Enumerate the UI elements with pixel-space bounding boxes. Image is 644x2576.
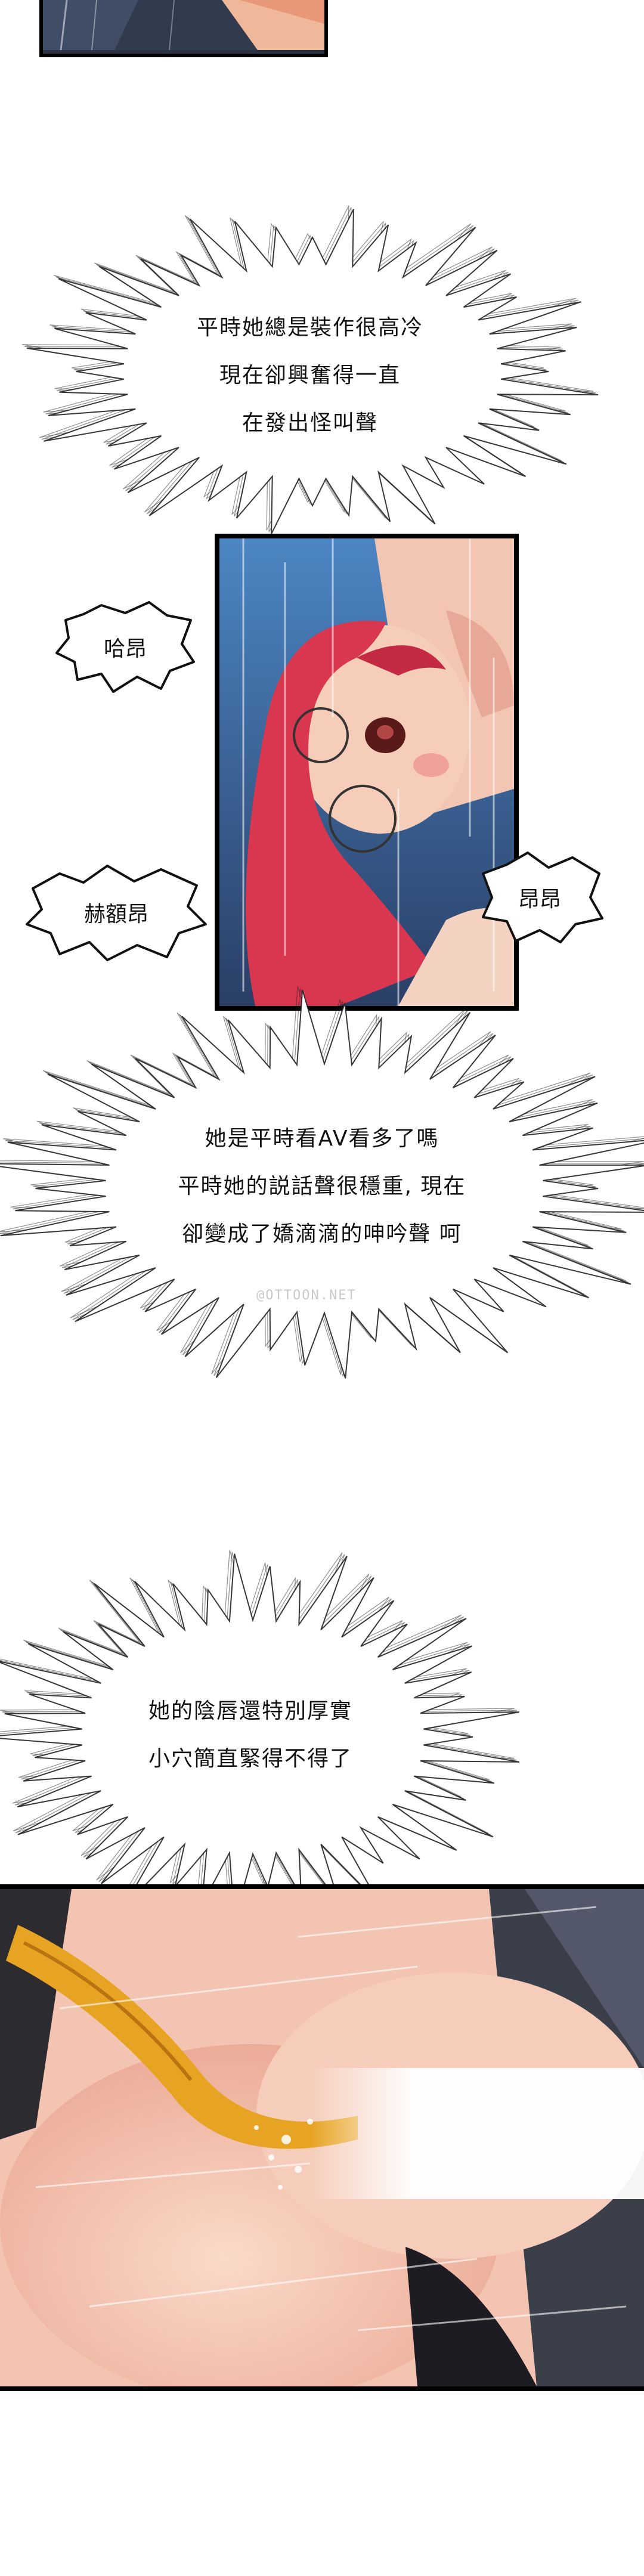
caption-3-line-1: 她的陰唇還特別厚實 (148, 1699, 352, 1723)
spiky-bubble-1 (21, 205, 599, 534)
burst-outline (0, 989, 644, 1379)
sfx-text-right: 昂昂 (518, 887, 561, 912)
sfx-text-left-bottom: 赫額昂 (83, 902, 148, 927)
sfx-bubble-left-bottom (26, 865, 207, 961)
caption-2-line-2: 平時她的説話聲很穩重, 現在 (178, 1174, 466, 1199)
sfx-bubble-right (482, 852, 603, 943)
panel-top (39, 0, 328, 57)
caption-1-line-2: 現在卻興奮得一直 (219, 363, 401, 388)
sfx-bubble-left-top (55, 601, 195, 693)
burst-outline (26, 209, 599, 534)
watermark: @OTTOON.NET (256, 1288, 357, 1303)
caption-2-line-3: 卻變成了嬌滴滴的呻吟聲 呵 (182, 1222, 462, 1246)
caption-3-line-2: 小穴簡直緊得不得了 (148, 1747, 352, 1771)
sfx-text-left-top: 哈昂 (103, 637, 147, 661)
caption-2: 她是平時看AV看多了嗎 平時她的説話聲很穩重, 現在 卻變成了嬌滴滴的呻吟聲 呵 (83, 1109, 561, 1264)
caption-2-line-1: 她是平時看AV看多了嗎 (205, 1126, 439, 1151)
panel-middle (215, 534, 519, 1011)
burst-shape (0, 986, 644, 1379)
caption-1-line-3: 在發出怪叫聲 (242, 411, 378, 435)
spiky-bubble-3 (0, 1550, 519, 1921)
burst-shape (0, 1550, 519, 1921)
panel-top-art (43, 0, 324, 51)
panel-middle-art (219, 538, 514, 1006)
caption-1-line-1: 平時她總是裝作很高冷 (196, 315, 423, 340)
panel-bottom-art (0, 1889, 644, 2386)
caption-3: 她的陰唇還特別厚實 小穴簡直緊得不得了 (66, 1682, 435, 1789)
spiky-bubble-2 (0, 986, 644, 1379)
burst-shape (21, 205, 599, 534)
panel-bottom (0, 1884, 644, 2391)
burst-outline (0, 1553, 519, 1921)
caption-1: 平時她總是裝作很高冷 現在卻興奮得一直 在發出怪叫聲 (101, 301, 519, 450)
